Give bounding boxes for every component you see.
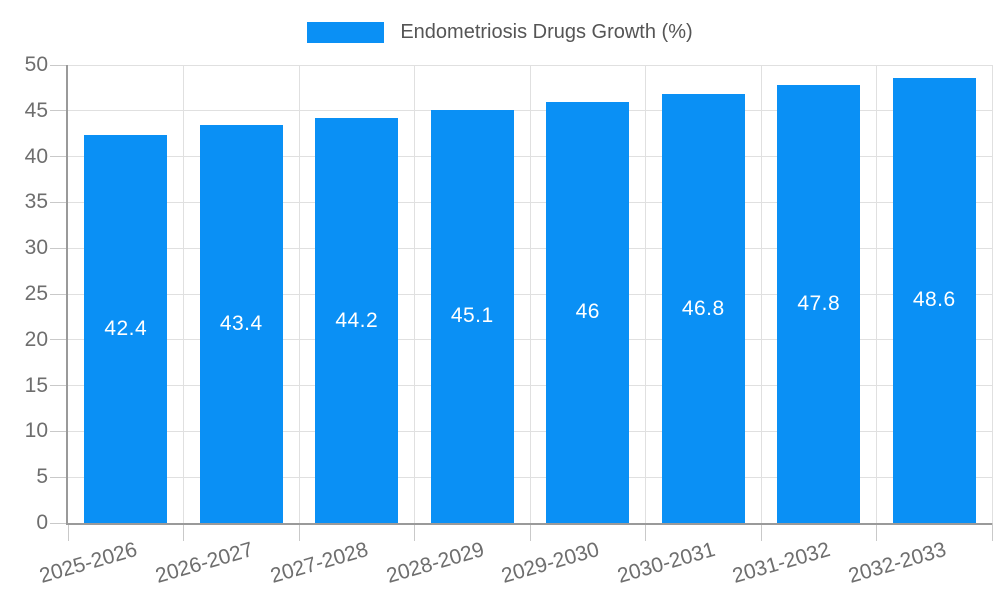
x-tick-label: 2025-2026 [37, 538, 141, 588]
y-axis-tick [50, 339, 68, 341]
y-tick-label: 5 [36, 465, 48, 489]
bar-value-label: 44.2 [335, 308, 379, 332]
y-axis-tick [50, 110, 68, 112]
bar [661, 94, 745, 523]
gridline-vertical [183, 65, 184, 523]
y-tick-label: 45 [24, 98, 48, 122]
legend-swatch [307, 21, 385, 43]
x-tick-label: 2032-2033 [845, 538, 949, 588]
y-axis-tick [50, 156, 68, 158]
bar [430, 109, 514, 523]
gridline-vertical [298, 65, 300, 523]
gridline-vertical [645, 65, 646, 523]
x-tick-label: 2026-2027 [152, 538, 256, 588]
y-tick-label: 20 [24, 327, 48, 351]
bar [199, 125, 283, 523]
bar [777, 85, 861, 523]
y-axis-tick [50, 430, 68, 432]
gridline-vertical [529, 65, 531, 523]
x-axis-line [66, 523, 992, 525]
x-tick-label: 2028-2029 [383, 538, 487, 588]
bar-value-label: 45.1 [450, 304, 494, 328]
bar [546, 101, 630, 523]
bar-value-label: 42.4 [104, 316, 148, 340]
x-axis-tick [183, 523, 184, 541]
x-tick-label: 2029-2030 [499, 538, 603, 588]
y-tick-label: 35 [24, 190, 48, 214]
x-axis-tick [645, 523, 646, 541]
y-tick-label: 30 [24, 236, 48, 260]
y-tick-label: 0 [36, 511, 48, 534]
bar-value-label: 48.6 [912, 288, 956, 312]
x-axis-tick [529, 523, 531, 541]
bar [315, 118, 399, 523]
x-axis-tick [876, 523, 877, 541]
gridline-vertical [414, 65, 415, 523]
x-axis-tick [991, 523, 993, 541]
y-axis-tick [50, 293, 68, 295]
y-axis-tick [50, 476, 68, 478]
y-tick-label: 40 [24, 144, 48, 168]
y-axis-line [66, 65, 68, 525]
y-axis-tick [50, 64, 68, 66]
gridline-vertical [991, 65, 993, 523]
x-axis-tick [67, 523, 69, 541]
gridline-vertical [760, 65, 762, 523]
gridline-vertical [876, 65, 877, 523]
x-tick-label: 2027-2028 [268, 538, 372, 588]
bar [84, 134, 168, 523]
bar-value-label: 43.4 [219, 312, 263, 336]
bar-value-label: 47.8 [797, 292, 841, 316]
y-tick-label: 50 [24, 53, 48, 76]
y-axis-tick [50, 247, 68, 249]
x-tick-label: 2030-2031 [614, 538, 718, 588]
x-axis-tick [414, 523, 415, 541]
y-tick-label: 15 [24, 373, 48, 397]
legend-label: Endometriosis Drugs Growth (%) [400, 21, 693, 43]
bar-value-label: 46 [575, 300, 600, 324]
y-tick-label: 25 [24, 282, 48, 305]
y-axis-tick [50, 522, 68, 524]
y-axis-tick [50, 201, 68, 203]
bar [892, 77, 976, 523]
x-tick-label: 2031-2032 [730, 538, 834, 588]
x-axis-tick [760, 523, 762, 541]
y-axis-tick [50, 385, 68, 387]
bar-value-label: 46.8 [681, 296, 725, 320]
y-tick-label: 10 [24, 419, 48, 443]
chart-legend[interactable]: Endometriosis Drugs Growth (%) [0, 20, 1000, 44]
x-axis-tick [298, 523, 300, 541]
